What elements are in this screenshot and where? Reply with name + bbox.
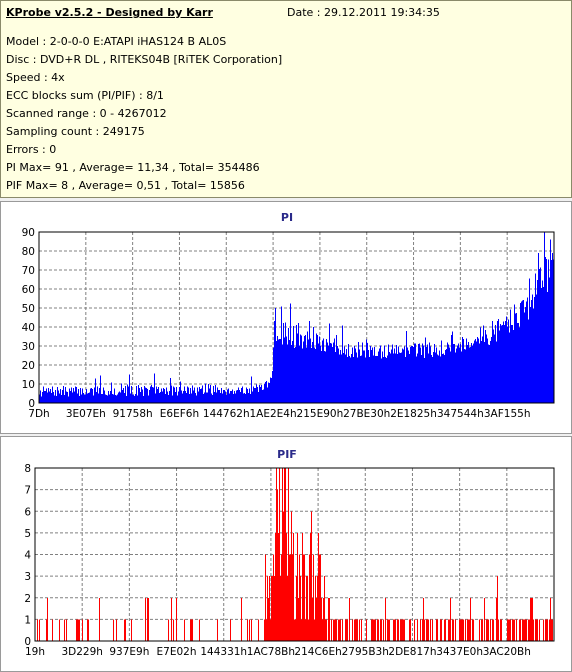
pi-chart-panel: PI 0 10 20 30 40 50 60 70 80 90 7Dh 3E07Eh 91758h E6E…	[0, 201, 572, 434]
pi-x-tick-label: 3AF155h	[484, 408, 531, 420]
scan-date: Date : 29.12.2011 19:34:35	[287, 6, 440, 19]
pi-x-tick-label: 215E90h	[297, 408, 344, 420]
pif-y-tick-label: 3	[24, 571, 31, 583]
pi-y-tick-label: 80	[22, 246, 35, 258]
pif-x-tick-label: 2DE817h	[388, 646, 436, 658]
pif-y-tick-label: 4	[24, 550, 31, 562]
pi-x-tick-label: 27BE30h	[343, 408, 390, 420]
info-ecc: ECC blocks sum (PI/PIF) : 8/1	[6, 89, 164, 102]
info-speed: Speed : 4x	[6, 71, 65, 84]
pif-x-tick-label: 3D229h	[61, 646, 102, 658]
info-pi-stats: PI Max= 91 , Average= 11,34 , Total= 354…	[6, 161, 260, 174]
pif-x-tick-label: 1AC78Bh	[247, 646, 295, 658]
pif-x-tick-label: 144331h	[200, 646, 247, 658]
pi-x-tick-label: 3E07Eh	[66, 408, 106, 420]
info-scanned-range: Scanned range : 0 - 4267012	[6, 107, 167, 120]
pi-y-tick-label: 20	[22, 360, 35, 372]
pif-y-tick-label: 8	[24, 463, 31, 475]
pi-y-tick-label: 40	[22, 322, 35, 334]
pif-y-tick-label: 0	[24, 636, 31, 648]
pif-x-tick-label: 214C6Eh	[294, 646, 341, 658]
pi-x-tick-label: 144762h	[203, 408, 250, 420]
pi-y-tick-label: 10	[22, 379, 35, 391]
pif-x-tick-label: 3437E0h	[436, 646, 483, 658]
pi-x-tick-label: 347544h	[437, 408, 484, 420]
pif-x-tick-label: 2795B3h	[342, 646, 389, 658]
pi-y-tick-label: 50	[22, 303, 35, 315]
info-pif-stats: PIF Max= 8 , Average= 0,51 , Total= 1585…	[6, 179, 245, 192]
pi-plot-border	[38, 231, 555, 404]
pi-y-tick-label: 90	[22, 227, 35, 239]
pif-chart-panel: PIF 0 1 2 3 4 5 6 7 8 19h 3D229h 937E9h E7E02h 144331…	[0, 436, 572, 672]
pif-plot-border	[34, 467, 555, 642]
info-sampling-count: Sampling count : 249175	[6, 125, 145, 138]
pif-y-tick-label: 5	[24, 528, 31, 540]
pi-y-tick-label: 70	[22, 265, 35, 277]
pi-y-tick-label: 30	[22, 341, 35, 353]
info-disc: Disc : DVD+R DL , RITEKS04B [RiTEK Corpo…	[6, 53, 283, 66]
info-panel: KProbe v2.5.2 - Designed by Karr Date : …	[0, 0, 572, 198]
pi-x-tick-label: E6EF6h	[160, 408, 199, 420]
pi-x-tick-label: 91758h	[113, 408, 153, 420]
pi-y-tick-label: 60	[22, 284, 35, 296]
pi-x-tick-label: 7Dh	[28, 408, 49, 420]
pi-x-tick-label: 1AE2E4h	[250, 408, 297, 420]
pif-y-tick-label: 1	[24, 614, 31, 626]
app-title: KProbe v2.5.2 - Designed by Karr	[6, 6, 213, 19]
pif-y-tick-label: 2	[24, 593, 31, 605]
pi-chart: PI 0 10 20 30 40 50 60 70 80 90 7Dh 3E07Eh 91758h E6E…	[22, 211, 555, 420]
pif-x-tick-label: 19h	[25, 646, 45, 658]
pi-x-tick-label: 2E1825h	[390, 408, 437, 420]
pif-chart: PIF 0 1 2 3 4 5 6 7 8 19h 3D229h 937E9h E7E02h 144331…	[24, 448, 555, 658]
pif-x-tick-label: 3AC20Bh	[483, 646, 531, 658]
pif-x-tick-label: 937E9h	[109, 646, 149, 658]
pi-series-bars	[39, 232, 554, 403]
pif-series-bars	[37, 468, 553, 641]
pif-y-tick-label: 7	[24, 485, 31, 497]
info-errors: Errors : 0	[6, 143, 57, 156]
pif-x-tick-label: E7E02h	[157, 646, 197, 658]
pif-y-tick-label: 6	[24, 506, 31, 518]
pi-chart-title: PI	[281, 211, 293, 224]
info-model: Model : 2-0-0-0 E:ATAPI iHAS124 B AL0S	[6, 35, 227, 48]
pi-y-tick-label: 0	[28, 398, 35, 410]
pif-chart-title: PIF	[277, 448, 297, 461]
